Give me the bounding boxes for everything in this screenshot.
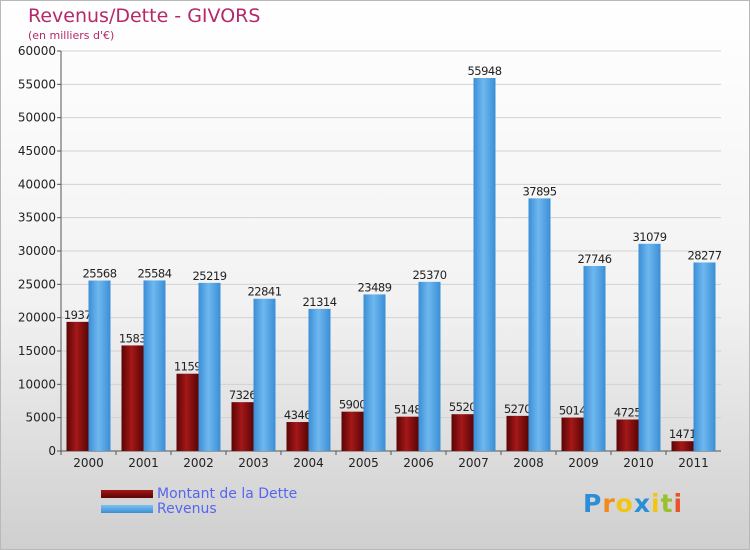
bar-revenus bbox=[528, 198, 551, 451]
data-label-dette: 5270 bbox=[504, 402, 531, 416]
x-tick-label: 2008 bbox=[513, 456, 544, 470]
logo-letter: o bbox=[615, 489, 634, 518]
bar-revenus bbox=[693, 262, 716, 451]
bar-dette bbox=[561, 417, 584, 451]
data-label-revenus: 25568 bbox=[82, 267, 116, 281]
y-tick-label: 40000 bbox=[18, 177, 56, 191]
x-tick-label: 2004 bbox=[293, 456, 324, 470]
legend-swatch-dette bbox=[101, 490, 153, 498]
data-label-dette: 4346 bbox=[284, 408, 311, 422]
y-tick-label: 55000 bbox=[18, 77, 56, 91]
data-label-dette: 5148 bbox=[394, 403, 421, 417]
y-tick-label: 5000 bbox=[25, 411, 56, 425]
bar-revenus bbox=[583, 266, 606, 451]
chart-subtitle: (en milliers d'€) bbox=[28, 29, 115, 42]
bar-dette bbox=[506, 415, 529, 451]
y-tick-label: 45000 bbox=[18, 144, 56, 158]
data-label-revenus: 37895 bbox=[522, 184, 556, 198]
x-tick-label: 2007 bbox=[458, 456, 489, 470]
x-tick-label: 2002 bbox=[183, 456, 214, 470]
data-label-dette: 5520 bbox=[449, 400, 476, 414]
y-tick-label: 60000 bbox=[18, 44, 56, 58]
bar-dette bbox=[671, 441, 694, 451]
bar-revenus bbox=[473, 78, 496, 451]
data-label-revenus: 31079 bbox=[632, 230, 666, 244]
data-label-revenus: 55948 bbox=[467, 64, 501, 78]
bar-dette bbox=[451, 414, 474, 451]
legend-swatch-revenus bbox=[101, 505, 153, 513]
data-label-revenus: 23489 bbox=[357, 280, 391, 294]
data-label-dette: 1937 bbox=[64, 308, 91, 322]
data-label-revenus: 27746 bbox=[577, 252, 611, 266]
x-tick-label: 2001 bbox=[128, 456, 159, 470]
proxiti-logo: Proxiti bbox=[583, 489, 683, 518]
bar-dette bbox=[121, 345, 144, 451]
data-label-revenus: 21314 bbox=[302, 295, 336, 309]
data-label-revenus: 22841 bbox=[247, 285, 281, 299]
x-tick-label: 2003 bbox=[238, 456, 269, 470]
x-tick-label: 2009 bbox=[568, 456, 599, 470]
y-tick-label: 35000 bbox=[18, 211, 56, 225]
data-label-dette: 5014 bbox=[559, 404, 586, 418]
bar-dette bbox=[176, 373, 199, 451]
bar-dette bbox=[616, 419, 639, 451]
legend-label-dette: Montant de la Dette bbox=[157, 486, 298, 502]
bar-dette bbox=[66, 321, 89, 451]
legend-label-revenus: Revenus bbox=[157, 501, 217, 517]
x-tick-label: 2010 bbox=[623, 456, 654, 470]
bar-revenus bbox=[143, 280, 166, 451]
bar-revenus bbox=[308, 308, 331, 451]
y-tick-label: 20000 bbox=[18, 311, 56, 325]
y-tick-label: 10000 bbox=[18, 377, 56, 391]
data-label-revenus: 28277 bbox=[687, 248, 721, 262]
data-label-revenus: 25370 bbox=[412, 268, 446, 282]
logo-letter: r bbox=[602, 489, 616, 518]
data-label-dette: 1583 bbox=[119, 331, 146, 345]
logo-letter: i bbox=[651, 489, 661, 518]
chart-title: Revenus/Dette - GIVORS bbox=[28, 5, 261, 27]
bar-dette bbox=[396, 416, 419, 451]
logo-letter: P bbox=[583, 489, 603, 518]
bar-revenus bbox=[418, 281, 441, 451]
data-label-dette: 4725 bbox=[614, 406, 641, 420]
y-tick-label: 30000 bbox=[18, 244, 56, 258]
bar-dette bbox=[286, 422, 309, 451]
y-tick-label: 15000 bbox=[18, 344, 56, 358]
y-tick-label: 0 bbox=[48, 444, 56, 458]
bar-revenus bbox=[253, 298, 276, 451]
x-tick-label: 2011 bbox=[678, 456, 709, 470]
data-label-dette: 7326 bbox=[229, 388, 256, 402]
data-label-dette: 1471 bbox=[669, 427, 696, 441]
bar-dette bbox=[231, 402, 254, 451]
bar-revenus bbox=[363, 294, 386, 451]
bar-revenus bbox=[88, 280, 111, 451]
logo-letter: t bbox=[660, 489, 674, 518]
logo-letter: i bbox=[673, 489, 684, 518]
x-tick-label: 2000 bbox=[73, 456, 104, 470]
data-label-revenus: 25219 bbox=[192, 269, 226, 283]
bar-revenus bbox=[198, 282, 221, 451]
bar-revenus bbox=[638, 243, 661, 451]
data-label-dette: 1159 bbox=[174, 360, 201, 374]
bar-dette bbox=[341, 411, 364, 451]
logo-letter: x bbox=[633, 489, 651, 518]
data-label-dette: 5900 bbox=[339, 398, 366, 412]
x-tick-label: 2005 bbox=[348, 456, 379, 470]
x-tick-label: 2006 bbox=[403, 456, 434, 470]
y-tick-label: 25000 bbox=[18, 277, 56, 291]
data-label-revenus: 25584 bbox=[137, 266, 171, 280]
y-tick-label: 50000 bbox=[18, 111, 56, 125]
